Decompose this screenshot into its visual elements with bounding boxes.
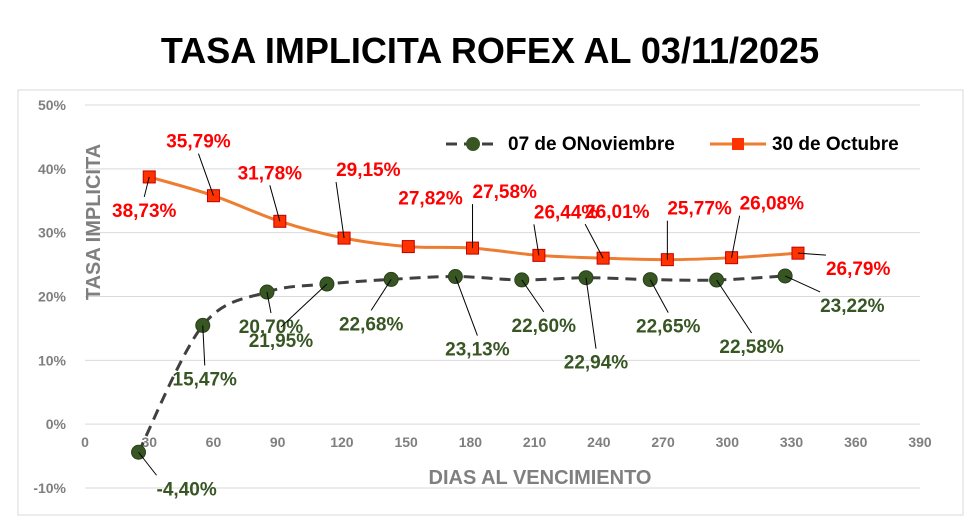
label-leader-line xyxy=(454,276,478,336)
label-leader-line xyxy=(521,279,545,313)
data-label-07-de-onoviembre: 23,22% xyxy=(820,296,885,317)
label-leader-line xyxy=(584,223,604,259)
label-leader-line xyxy=(784,275,821,293)
x-tick-label: 330 xyxy=(780,434,804,450)
data-label-07-de-onoviembre: -4,40% xyxy=(157,479,217,500)
data-label-07-de-onoviembre: 23,13% xyxy=(445,340,510,361)
chart-frame xyxy=(17,89,964,516)
x-tick-label: 120 xyxy=(330,434,354,450)
legend-marker-07-de-onoviembre xyxy=(466,137,480,151)
series-line-07-de-onoviembre xyxy=(137,274,786,453)
x-tick-label: 270 xyxy=(651,434,675,450)
y-tick-label: 0% xyxy=(46,416,67,432)
data-label-30-de-octubre: 26,01% xyxy=(585,202,650,223)
label-leader-line xyxy=(370,279,392,311)
x-tick-label: 180 xyxy=(459,434,483,450)
data-label-07-de-onoviembre: 22,65% xyxy=(636,317,701,338)
data-label-07-de-onoviembre: 22,94% xyxy=(564,353,629,374)
data-label-30-de-octubre: 27,82% xyxy=(398,189,463,210)
label-leader-line xyxy=(266,291,272,314)
y-tick-label: 40% xyxy=(38,161,67,177)
x-tick-label: 300 xyxy=(716,434,740,450)
y-axis-label: TASA IMPLICITA xyxy=(83,144,105,300)
data-label-30-de-octubre: 25,77% xyxy=(667,199,732,220)
x-tick-label: 360 xyxy=(844,434,868,450)
label-leader-line xyxy=(269,185,281,222)
label-leader-line xyxy=(649,279,669,313)
data-label-30-de-octubre: 26,44% xyxy=(534,202,599,223)
legend-label-30-de-octubre: 30 de Octubre xyxy=(772,134,899,155)
data-label-07-de-onoviembre: 22,58% xyxy=(719,337,784,358)
data-label-07-de-onoviembre: 15,47% xyxy=(173,369,238,390)
marker-30-de-octubre xyxy=(401,240,415,254)
data-label-07-de-onoviembre: 22,68% xyxy=(339,314,404,335)
x-tick-label: 150 xyxy=(394,434,418,450)
data-label-30-de-octubre: 35,79% xyxy=(166,132,231,153)
y-tick-label: 50% xyxy=(38,97,67,113)
data-label-07-de-onoviembre: 22,60% xyxy=(512,316,577,337)
data-label-30-de-octubre: 31,78% xyxy=(238,163,303,184)
y-tick-label: 30% xyxy=(38,225,67,241)
label-leader-line xyxy=(731,215,741,258)
x-tick-label: 60 xyxy=(206,434,222,450)
y-tick-label: -10% xyxy=(33,480,66,496)
label-leader-line xyxy=(335,182,345,239)
data-label-30-de-octubre: 38,73% xyxy=(112,201,177,222)
data-label-07-de-onoviembre: 21,95% xyxy=(249,331,314,352)
data-label-30-de-octubre: 26,79% xyxy=(826,259,891,280)
legend-marker-30-de-octubre xyxy=(732,138,744,150)
label-leader-line xyxy=(138,451,157,476)
label-leader-line xyxy=(280,283,328,328)
label-leader-line xyxy=(716,279,753,334)
data-label-30-de-octubre: 26,08% xyxy=(740,194,805,215)
x-tick-label: 390 xyxy=(908,434,932,450)
label-leader-line xyxy=(533,224,540,256)
label-leader-line xyxy=(197,153,214,196)
x-tick-label: 240 xyxy=(587,434,611,450)
data-label-07-de-onoviembre: 20,70% xyxy=(239,317,304,338)
x-tick-label: 30 xyxy=(141,434,157,450)
label-leader-line xyxy=(797,252,826,256)
legend-label-07-de-onoviembre: 07 de ONoviembre xyxy=(508,134,675,155)
y-tick-label: 10% xyxy=(38,352,67,368)
data-label-30-de-octubre: 27,58% xyxy=(473,182,538,203)
y-tick-label: 20% xyxy=(38,289,67,305)
x-tick-label: 210 xyxy=(523,434,547,450)
label-leader-line xyxy=(143,176,150,198)
x-tick-label: 0 xyxy=(81,434,89,450)
chart-title: TASA IMPLICITA ROFEX AL 03/11/2025 xyxy=(160,30,820,71)
label-leader-line xyxy=(202,325,206,366)
x-axis-label: DIAS AL VENCIMIENTO xyxy=(429,467,652,489)
x-tick-label: 90 xyxy=(270,434,286,450)
label-leader-line xyxy=(585,277,597,349)
data-label-30-de-octubre: 29,15% xyxy=(336,160,401,181)
